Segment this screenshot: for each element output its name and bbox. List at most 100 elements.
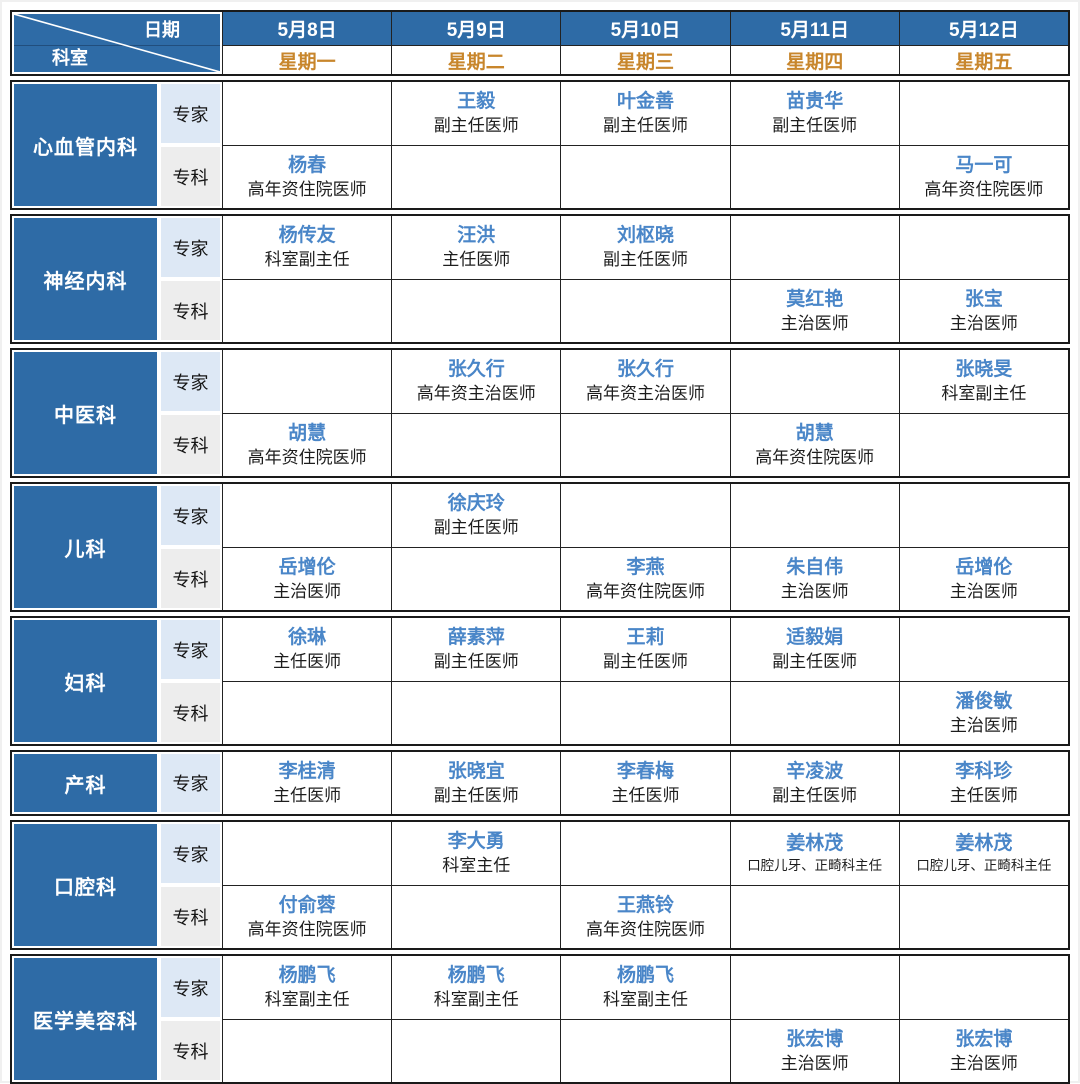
- date-header: 5月10日: [560, 12, 730, 45]
- department-block: 医学美容科 专家 杨鹏飞 科室副主任 杨鹏飞 科室副主任 杨鹏飞 科室副主任 专科 张宏博 主治医师…: [10, 954, 1070, 1084]
- doctor-name: 付俞蓉: [278, 894, 336, 916]
- schedule-cell: [560, 1019, 730, 1082]
- row-type-label: 专家: [161, 620, 220, 679]
- schedule-body: 心血管内科 专家 王毅 副主任医师 叶金善 副主任医师 苗贵华 副主任医师 专科 杨春 高年资住院医…: [10, 80, 1070, 1084]
- schedule-cell: 杨鹏飞 科室副主任: [222, 956, 392, 1019]
- doctor-title: 副主任医师: [433, 785, 519, 805]
- schedule-cell: 苗贵华 副主任医师: [729, 82, 899, 145]
- schedule-cell: [729, 956, 899, 1019]
- schedule-cell: [560, 145, 730, 208]
- doctor-name: 辛凌波: [786, 760, 844, 782]
- schedule-cell: [222, 681, 392, 744]
- schedule-cell: [222, 279, 392, 342]
- weekday-header: 星期一: [222, 45, 392, 74]
- doctor-title: 主治医师: [949, 581, 1018, 601]
- department-name: 产科: [14, 754, 157, 812]
- doctor-title: 主任医师: [949, 785, 1018, 805]
- doctor-title: 科室主任: [442, 856, 511, 875]
- doctor-name: 姜林茂: [786, 833, 844, 854]
- doctor-title: 科室副主任: [941, 384, 1027, 403]
- doctor-name: 潘俊敏: [955, 690, 1013, 712]
- row-type-label: 专科: [161, 549, 220, 608]
- doctor-name: 张宝: [964, 288, 1003, 310]
- doctor-name: 杨春: [288, 154, 327, 176]
- row-type-label: 专家: [161, 486, 220, 545]
- doctor-name: 薛素萍: [447, 627, 505, 648]
- row-type-label: 专家: [161, 352, 220, 411]
- doctor-name: 马一可: [955, 154, 1013, 176]
- weekday-header: 星期四: [729, 45, 899, 74]
- schedule-cell: [898, 484, 1068, 547]
- department-block: 心血管内科 专家 王毅 副主任医师 叶金善 副主任医师 苗贵华 副主任医师 专科 杨春 高年资住院医…: [10, 80, 1070, 210]
- schedule-cell: [560, 822, 730, 885]
- doctor-name: 杨传友: [278, 225, 336, 246]
- doctor-name: 杨鹏飞: [278, 965, 336, 986]
- doctor-name: 张晓宜: [447, 760, 505, 782]
- row-type-label: 专家: [161, 84, 220, 143]
- schedule-cell: 辛凌波 副主任医师: [729, 752, 899, 814]
- doctor-title: 副主任医师: [772, 652, 858, 671]
- schedule-cell: 王燕铃高年资住院医师: [560, 885, 730, 948]
- doctor-name: 朱自伟: [786, 556, 844, 578]
- department-block: 儿科 专家 徐庆玲 副主任医师 专科 岳增伦 主治医师 李燕 高年资住院医师 朱自伟 主治医师 岳增伦…: [10, 482, 1070, 612]
- weekday-header: 星期二: [391, 45, 561, 74]
- schedule-cell: 张晓旻 科室副主任: [898, 350, 1068, 413]
- doctor-title: 高年资住院医师: [247, 447, 367, 467]
- doctor-name: 杨鹏飞: [447, 965, 505, 986]
- doctor-name: 适毅娟: [786, 627, 844, 648]
- schedule-cell: 张宏博 主治医师: [898, 1019, 1068, 1082]
- schedule-cell: [898, 413, 1068, 476]
- schedule-cell: [729, 885, 899, 948]
- row-type-label: 专科: [161, 1021, 220, 1080]
- doctor-name: 胡慧: [288, 422, 327, 444]
- doctor-title: 主治医师: [273, 581, 342, 601]
- department-name: 妇科: [14, 620, 157, 742]
- schedule-cell: [391, 145, 561, 208]
- schedule-cell: [560, 681, 730, 744]
- schedule-cell: [391, 279, 561, 342]
- schedule-cell: 徐庆玲 副主任医师: [391, 484, 561, 547]
- diagonal-header-cell: 日期 科室: [14, 14, 220, 72]
- department-name: 儿科: [14, 486, 157, 608]
- doctor-title: 高年资住院医师: [755, 447, 875, 467]
- doctor-title: 主治医师: [949, 715, 1018, 735]
- schedule-cell: 张久行 高年资主治医师: [391, 350, 561, 413]
- schedule-cell: [391, 1019, 561, 1082]
- doctor-title: 科室副主任: [264, 990, 350, 1009]
- row-type-label: 专科: [161, 887, 220, 946]
- schedule-cell: 叶金善 副主任医师: [560, 82, 730, 145]
- schedule-cell: [729, 350, 899, 413]
- department-axis-label: 科室: [52, 48, 88, 68]
- schedule-cell: [560, 279, 730, 342]
- doctor-name: 杨鹏飞: [616, 965, 674, 986]
- header-row-divider: [14, 45, 220, 46]
- row-type-label: 专科: [161, 281, 220, 340]
- doctor-title: 高年资住院医师: [247, 919, 367, 939]
- doctor-title: 高年资主治医师: [585, 384, 705, 403]
- doctor-name: 叶金善: [616, 91, 674, 112]
- row-type-label: 专科: [161, 147, 220, 206]
- schedule-cell: 杨鹏飞 科室副主任: [391, 956, 561, 1019]
- schedule-cell: 马一可 高年资住院医师: [898, 145, 1068, 208]
- department-name: 神经内科: [14, 218, 157, 340]
- doctor-title: 高年资住院医师: [585, 919, 705, 939]
- doctor-name: 刘枢晓: [616, 225, 674, 246]
- schedule-cell: 莫红艳 主治医师: [729, 279, 899, 342]
- schedule-cell: 刘枢晓 副主任医师: [560, 216, 730, 279]
- doctor-name: 李科珍: [955, 760, 1013, 782]
- doctor-name: 苗贵华: [786, 91, 844, 112]
- schedule-cell: 姜林茂 口腔儿牙、正畸科主任: [729, 822, 899, 885]
- department-block: 神经内科 专家 杨传友 科室副主任 汪洪 主任医师 刘枢晓 副主任医师 专科 莫红艳 主治医师 张宝主…: [10, 214, 1070, 344]
- doctor-name: 王毅: [457, 91, 496, 112]
- doctor-name: 张宏博: [955, 1028, 1013, 1050]
- doctor-name: 李春梅: [616, 760, 674, 782]
- doctor-name: 张久行: [616, 359, 674, 380]
- schedule-cell: 王毅 副主任医师: [391, 82, 561, 145]
- date-header: 5月12日: [898, 12, 1068, 45]
- doctor-name: 岳增伦: [278, 556, 336, 578]
- doctor-title: 科室副主任: [264, 250, 350, 269]
- doctor-title: 副主任医师: [433, 518, 519, 537]
- doctor-name: 李燕: [626, 556, 665, 578]
- schedule-cell: 潘俊敏 主治医师: [898, 681, 1068, 744]
- doctor-name: 王燕铃: [616, 894, 674, 916]
